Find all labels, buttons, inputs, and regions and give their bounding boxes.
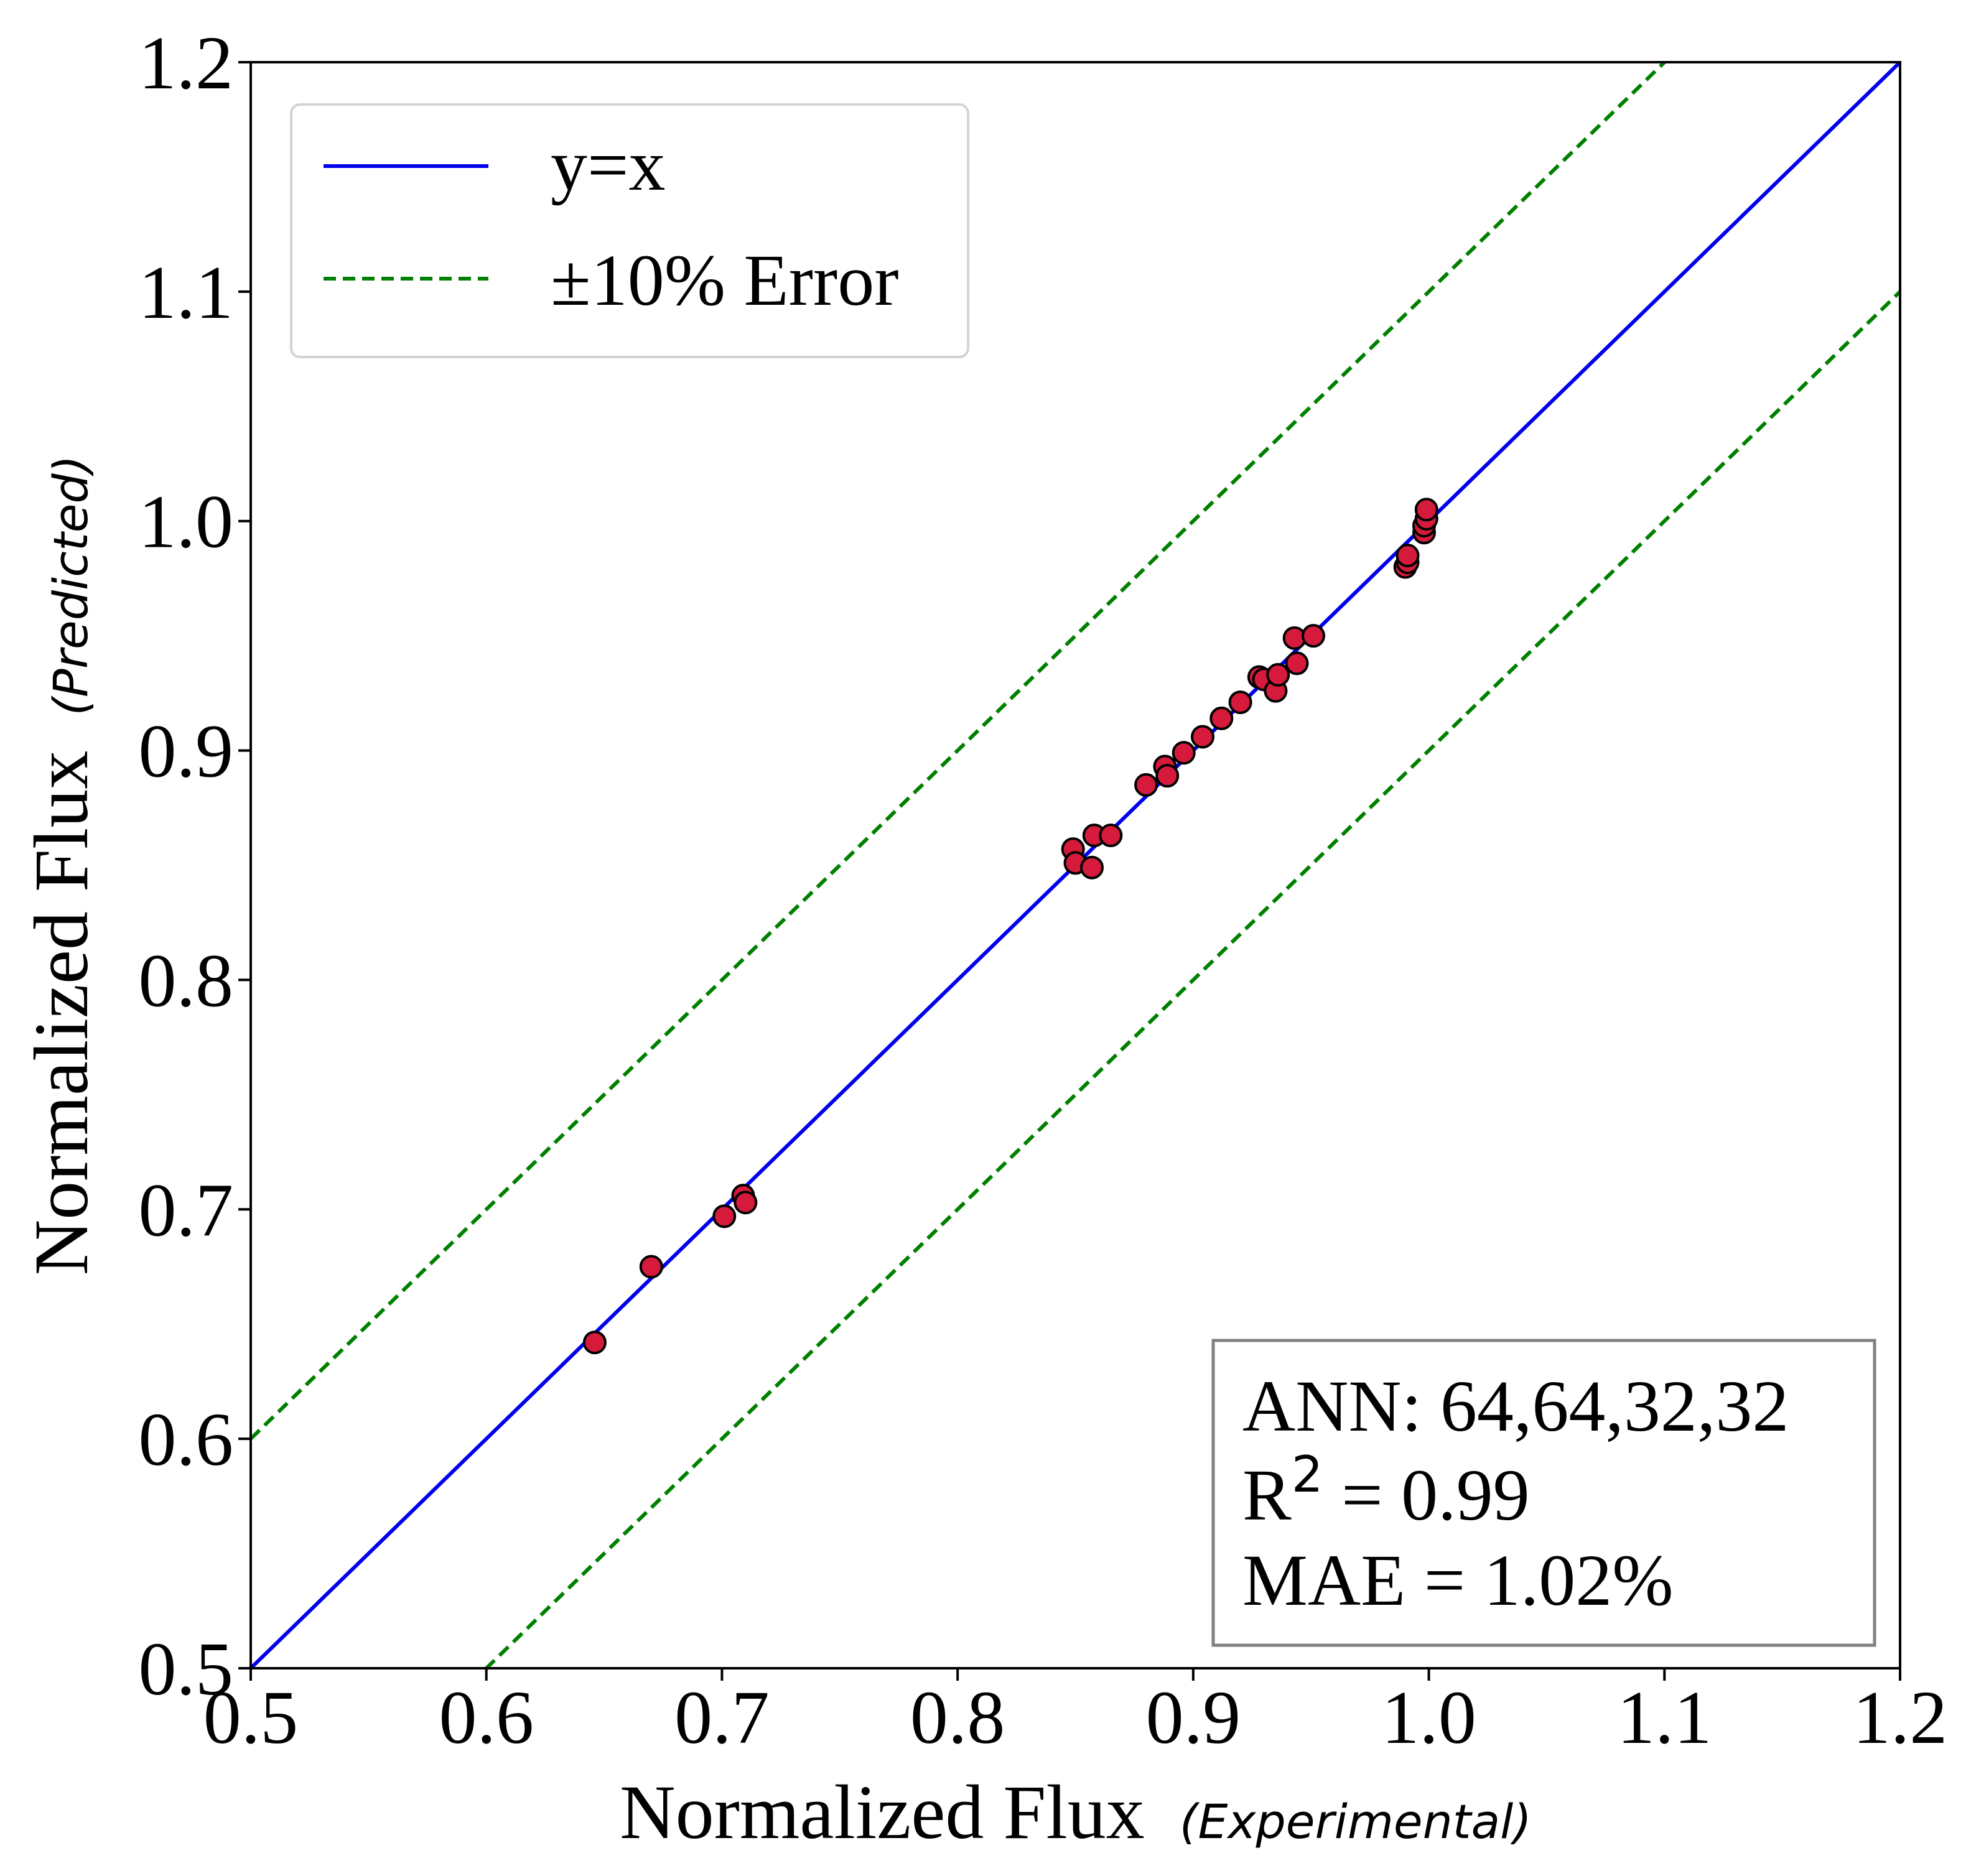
legend: y=x ±10% Error xyxy=(290,103,969,358)
stats-r2-exponent: 2 xyxy=(1292,1446,1323,1503)
data-point xyxy=(582,1330,607,1355)
y-tick-label: 0.9 xyxy=(139,710,234,794)
y-tick-label: 1.1 xyxy=(139,251,234,335)
stats-mae: MAE = 1.02% xyxy=(1242,1539,1674,1621)
stats-annotation: ANN: 64,64,32,32 R2 = 0.99 MAE = 1.02% xyxy=(1211,1339,1876,1647)
data-point xyxy=(639,1255,663,1279)
stats-r2-label: R xyxy=(1242,1454,1292,1536)
data-point xyxy=(734,1191,758,1215)
lower-error-line xyxy=(483,290,1900,1668)
x-tick-label: 0.5 xyxy=(203,1676,299,1760)
legend-label-error: ±10% Error xyxy=(551,239,899,321)
y-axis-ticks: 0.5 0.6 0.7 0.8 0.9 1.0 1.1 1.2 xyxy=(139,21,251,1711)
y-axis-title: Normalized Flux (Predicted) xyxy=(19,455,104,1276)
y-tick-label: 1.0 xyxy=(139,480,234,564)
y-tick-label: 1.2 xyxy=(139,21,234,105)
data-point xyxy=(1172,741,1196,765)
data-point xyxy=(1266,662,1290,687)
x-tick-label: 0.8 xyxy=(910,1676,1005,1760)
y-axis-title-main: Normalized Flux xyxy=(19,751,104,1276)
stats-r2-value: = 0.99 xyxy=(1323,1454,1530,1536)
y-tick-label: 0.5 xyxy=(139,1627,234,1711)
x-tick-label: 0.9 xyxy=(1146,1676,1241,1760)
upper-error-line xyxy=(251,62,1667,1441)
x-axis-ticks: 0.5 0.6 0.7 0.8 0.9 1.0 1.1 1.2 xyxy=(203,1668,1948,1760)
data-point xyxy=(1414,498,1438,522)
data-point xyxy=(1155,764,1180,788)
data-point xyxy=(1191,725,1215,749)
data-point xyxy=(1302,624,1326,648)
x-tick-label: 1.2 xyxy=(1853,1676,1948,1760)
x-axis-title-main: Normalized Flux xyxy=(620,1770,1145,1855)
x-tick-label: 0.7 xyxy=(674,1676,770,1760)
data-point xyxy=(1134,773,1158,797)
data-point xyxy=(1228,690,1252,715)
y-tick-label: 0.6 xyxy=(139,1398,234,1482)
stats-model: ANN: 64,64,32,32 xyxy=(1242,1365,1789,1447)
data-point xyxy=(1209,706,1234,730)
x-tick-label: 1.1 xyxy=(1617,1676,1712,1760)
x-axis-title-sub: (Experimental) xyxy=(1180,1794,1532,1849)
y-axis-title-sub: (Predicted) xyxy=(43,455,98,716)
data-points xyxy=(582,498,1438,1355)
data-point xyxy=(1396,544,1420,568)
x-tick-label: 1.0 xyxy=(1381,1676,1476,1760)
x-tick-label: 0.6 xyxy=(439,1676,534,1760)
y-tick-label: 0.7 xyxy=(139,1168,234,1252)
data-point xyxy=(1099,824,1123,848)
data-point xyxy=(1285,651,1309,676)
y-tick-label: 0.8 xyxy=(139,939,234,1023)
stats-r2: R2 = 0.99 xyxy=(1242,1446,1530,1536)
x-axis-title: Normalized Flux (Experimental) xyxy=(620,1770,1532,1855)
data-point xyxy=(712,1204,737,1228)
stats-box xyxy=(1211,1339,1876,1647)
legend-label-identity: y=x xyxy=(551,124,666,206)
data-point xyxy=(1080,855,1104,880)
plot-frame xyxy=(249,61,1901,1669)
